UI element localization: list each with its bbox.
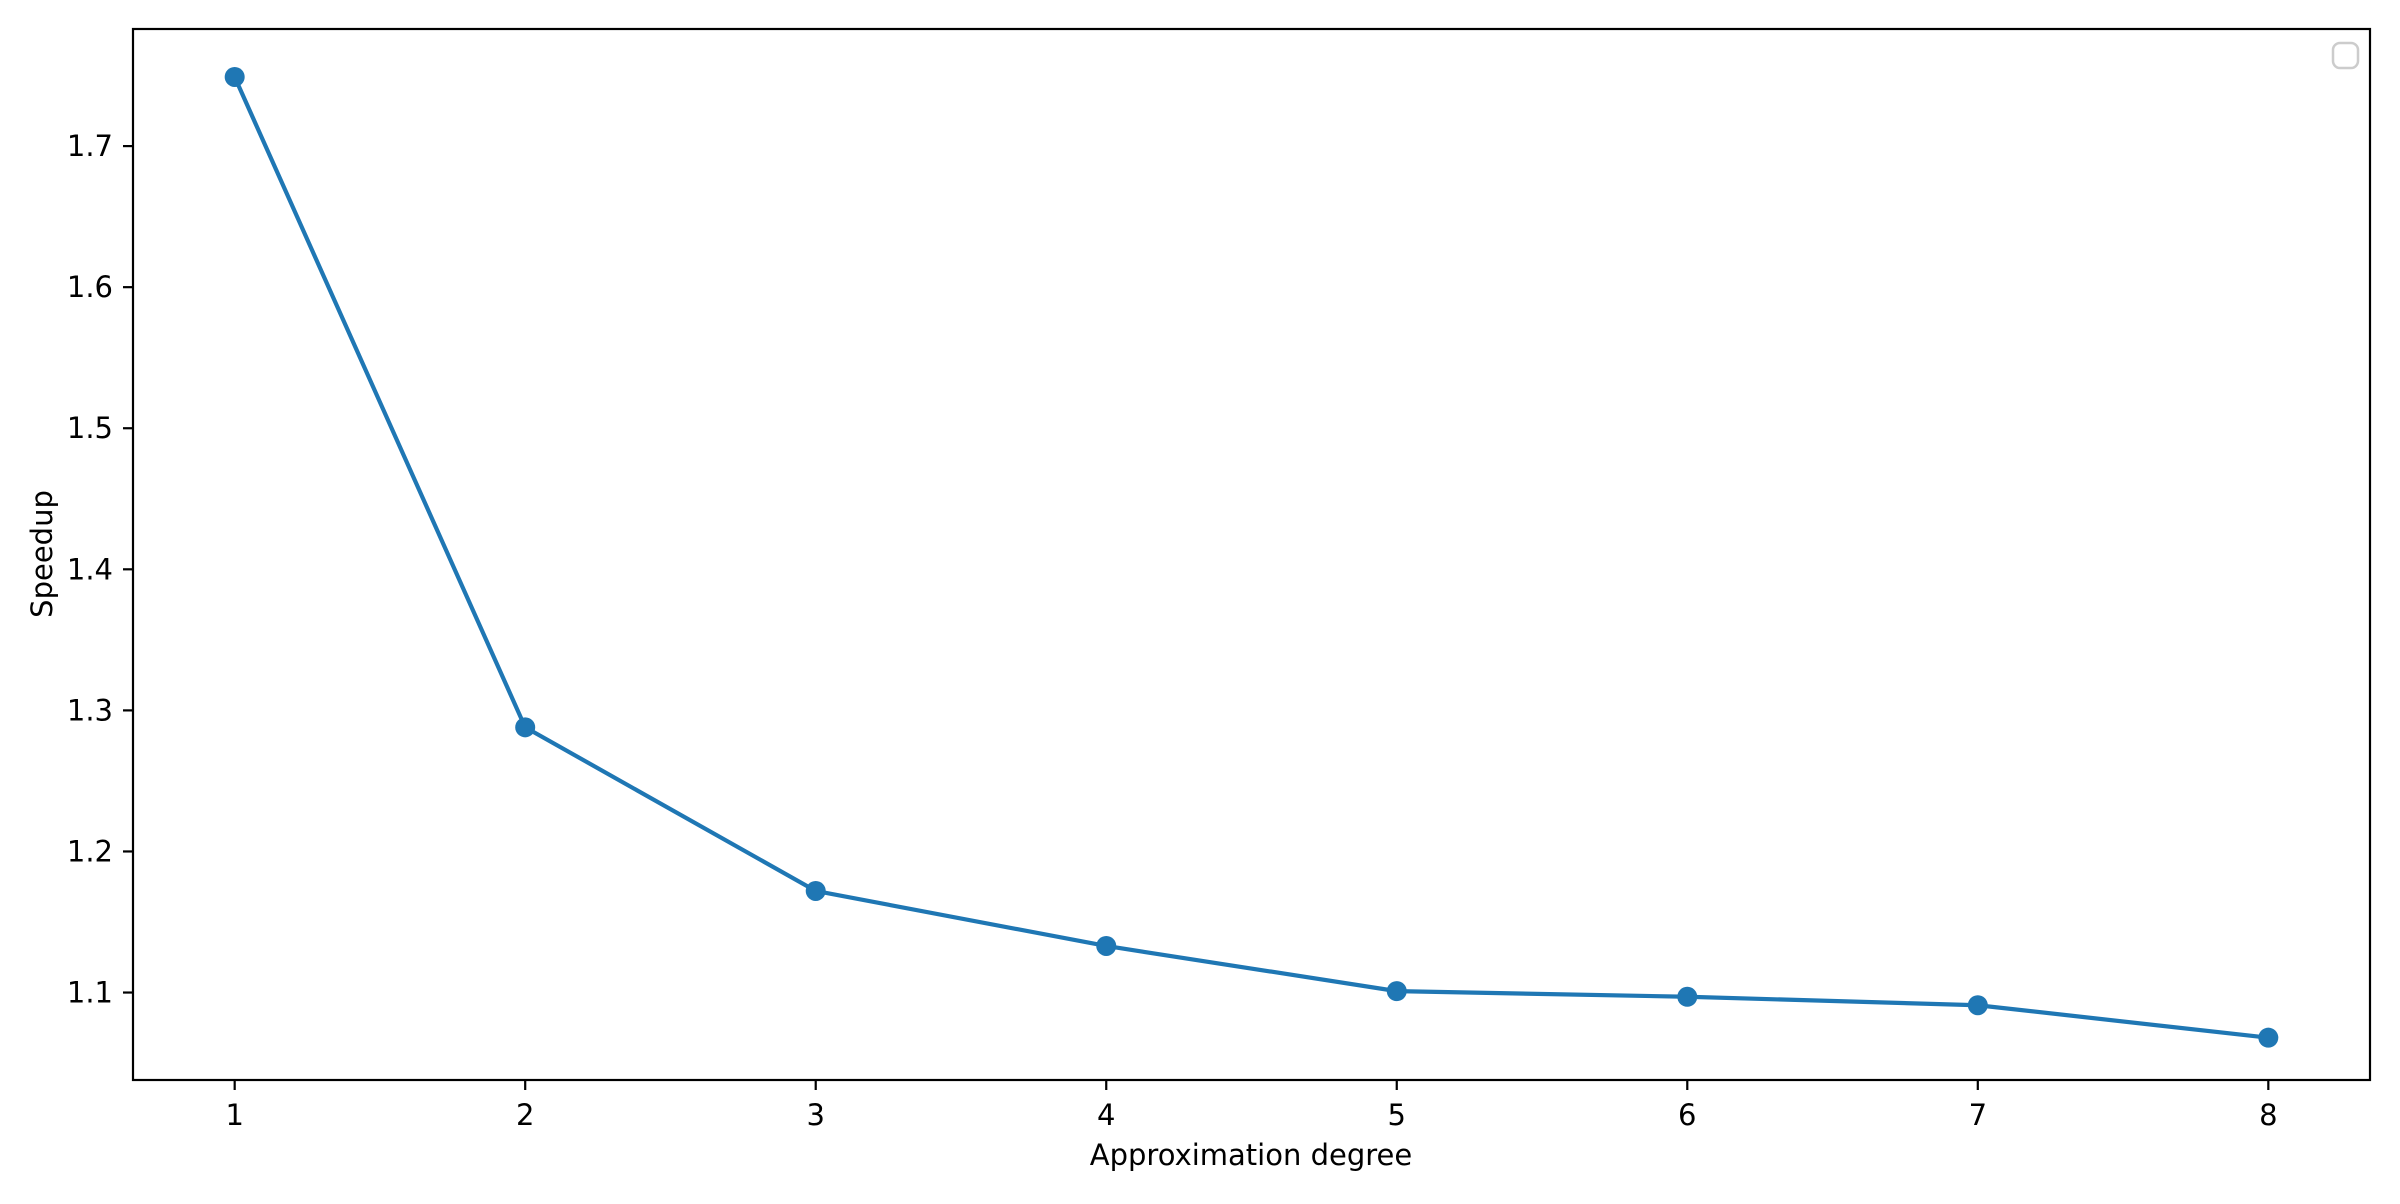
y-axis-label: Speedup — [25, 490, 59, 618]
x-tick-label: 3 — [806, 1098, 824, 1132]
legend — [2331, 41, 2360, 70]
x-tick-label: 1 — [225, 1098, 243, 1132]
x-tick-label: 2 — [516, 1098, 534, 1132]
axes-spines — [131, 27, 2372, 1082]
axis-ticks: 1 2 3 4 5 6 7 8 1.1 1.2 1.3 1.4 1.5 1.6 1.7 — [67, 129, 2278, 1132]
y-tick-label: 1.1 — [67, 976, 113, 1010]
x-tick-label: 7 — [1969, 1098, 1987, 1132]
data-point-marker — [1386, 981, 1407, 1002]
data-point-marker — [2258, 1027, 2279, 1048]
data-point-marker — [1967, 995, 1988, 1016]
x-tick-label: 4 — [1097, 1098, 1115, 1132]
y-tick-label: 1.6 — [67, 270, 113, 304]
data-point-marker — [805, 880, 826, 901]
data-point-marker — [224, 66, 245, 87]
x-tick-label: 5 — [1388, 1098, 1406, 1132]
data-point-marker — [1677, 986, 1698, 1007]
y-tick-label: 1.2 — [67, 834, 113, 868]
legend-box — [2331, 41, 2360, 70]
axes-frame — [131, 27, 2372, 1082]
y-tick-label: 1.3 — [67, 693, 113, 727]
y-tick-label: 1.7 — [67, 129, 113, 163]
data-point-marker — [515, 717, 536, 738]
x-tick-label: 8 — [2259, 1098, 2277, 1132]
data-point-marker — [1096, 935, 1117, 956]
x-tick-label: 6 — [1678, 1098, 1696, 1132]
series-line — [232, 74, 2271, 1040]
x-axis-label: Approximation degree — [1090, 1138, 1412, 1172]
y-tick-label: 1.5 — [67, 411, 113, 445]
y-tick-label: 1.4 — [67, 552, 113, 586]
data-series — [224, 66, 2279, 1048]
